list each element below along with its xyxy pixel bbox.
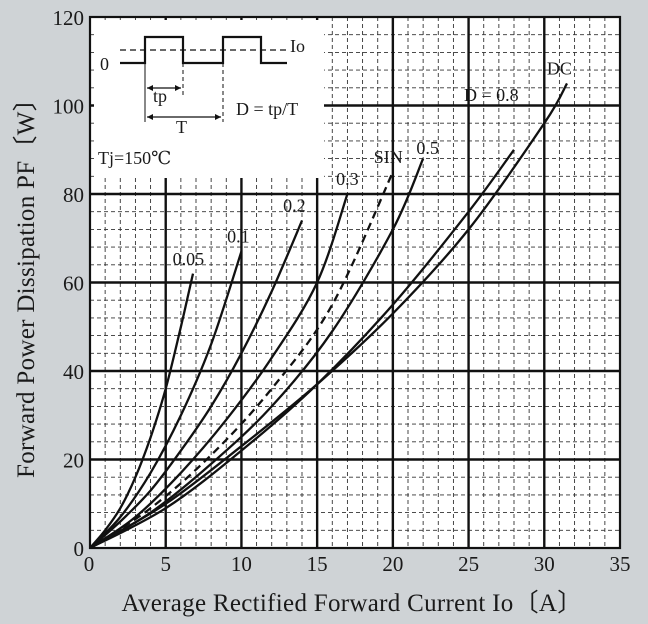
x-tick-label: 15 [307,552,328,576]
curve-dc [89,82,569,549]
curve-label: 0.2 [283,196,306,216]
y-tick-label: 20 [63,449,84,473]
curve-label: 0.3 [336,169,359,189]
y-tick-label: 80 [63,183,84,207]
curve-0-05 [89,273,195,549]
y-tick-label: 40 [63,360,84,384]
inset-background [94,20,324,178]
x-tick-label: 30 [534,552,555,576]
curve-sin [89,171,394,549]
y-tick-label: 100 [53,95,85,119]
duty-formula: D = tp/T [236,99,298,119]
x-tick-label: 10 [231,552,252,576]
curve-0-3 [89,193,349,549]
y-tick-label: 120 [53,6,85,30]
pulse-zero-label: 0 [100,54,109,74]
curve-label: SIN [374,147,403,167]
period-label: T [176,117,187,137]
curve-label: 0.5 [416,138,439,158]
curve-label: 0.1 [227,227,250,247]
pulse-io-label: Io [290,36,305,56]
x-tick-label: 0 [84,552,95,576]
tick-labels: 0 5 10 15 20 25 30 35 0 20 40 60 80 100 120 [53,6,631,576]
junction-temp-label: Tj=150℃ [98,148,171,168]
curves [89,82,569,550]
tp-label: tp [153,86,167,106]
y-tick-label: 60 [63,272,84,296]
y-tick-label: 0 [74,537,85,561]
x-axis-title: Average Rectified Forward Current Io〔A〕 [121,589,582,617]
x-tick-label: 25 [458,552,479,576]
inset-waveform [94,20,324,178]
plot-frame [88,15,622,550]
curve-label: DC [547,59,572,79]
y-axis-title: Forward Power Dissipation PF〔W〕 [12,86,40,478]
x-tick-label: 20 [382,552,403,576]
curve-0-1 [89,251,243,549]
curve-0-2 [89,220,304,549]
curve-label: 0.05 [173,249,205,269]
x-tick-label: 5 [160,552,171,576]
x-tick-label: 35 [610,552,631,576]
curve-labels: 0.05 0.1 0.2 0.3 SIN 0.5 D = 0.8 DC [173,59,572,269]
curve-label: D = 0.8 [464,85,519,105]
